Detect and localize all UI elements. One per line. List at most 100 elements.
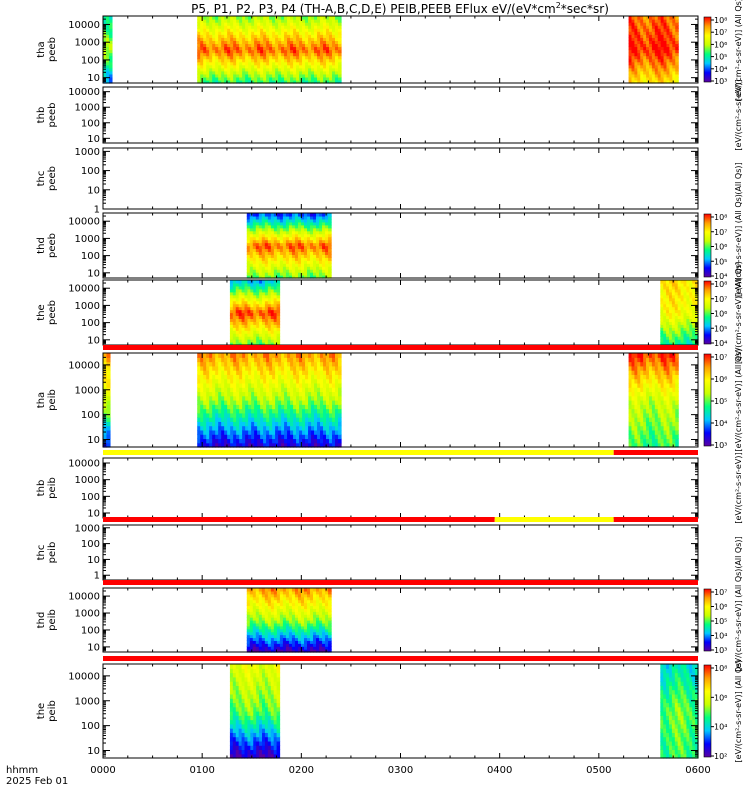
spectrogram-cell (227, 357, 231, 363)
spectrogram-cell (686, 291, 690, 296)
spectrogram-cell (637, 425, 641, 431)
y-tick-label: 10000 (68, 217, 100, 228)
spectrogram-cell (634, 49, 638, 54)
spectrogram-cell (212, 40, 216, 45)
spectrogram-cell (233, 365, 237, 371)
spectrogram-cell (236, 55, 240, 60)
spectrogram-cell (313, 257, 317, 261)
spectrogram-cell (332, 434, 336, 440)
spectrogram-cell (227, 408, 231, 414)
spectrogram-cell (284, 353, 288, 358)
spectrogram-cell (675, 25, 679, 29)
spectrogram-cell (672, 417, 676, 422)
spectrogram-cell (338, 400, 342, 405)
spectrogram-cell (273, 330, 278, 334)
spectrogram-cell (197, 43, 201, 48)
spectrogram-cell (332, 395, 336, 401)
spectrogram-cell (329, 442, 333, 448)
spectrogram-cell (305, 395, 309, 401)
spectrogram-cell (279, 245, 284, 250)
spectrogram-cell (637, 25, 641, 29)
spectrogram-cell (267, 318, 272, 322)
spectrogram-cell (247, 291, 251, 296)
spectrogram-cell (270, 318, 275, 322)
spectrogram-cell (206, 79, 210, 84)
spectrogram-cell (266, 64, 270, 69)
spectrogram-cell (215, 374, 219, 380)
spectrogram-cell (232, 285, 237, 290)
spectrogram-cell (313, 221, 317, 226)
spectrogram-cell (307, 257, 311, 261)
spectrogram-cell (276, 285, 281, 290)
spectrogram-cell (272, 357, 276, 363)
spectrogram-cell (316, 221, 320, 226)
spectrogram-cell (675, 387, 679, 393)
spectrogram-cell (299, 421, 303, 427)
spectrogram-cell (692, 315, 696, 319)
spectrogram-cell (288, 239, 293, 244)
spectrogram-cell (329, 55, 333, 60)
spectrogram-cell (251, 25, 255, 29)
spectrogram-cell (284, 67, 288, 72)
spectrogram-cell (657, 361, 662, 367)
spectrogram-cell (256, 303, 260, 308)
spectrogram-cell (677, 327, 682, 331)
spectrogram-cell (326, 408, 330, 414)
panel-y-label: thc (36, 171, 47, 187)
spectrogram-cell (279, 227, 284, 232)
spectrogram-cell (106, 417, 111, 422)
spectrogram-cell (245, 434, 249, 440)
spectrogram-cell (212, 365, 216, 371)
spectrogram-cell (320, 34, 324, 38)
spectrogram-cell (634, 25, 638, 29)
y-tick-label: 100 (81, 166, 100, 177)
spectrogram-cell (316, 266, 320, 270)
spectrogram-cell (272, 417, 276, 422)
spectrogram-block (628, 16, 679, 84)
spectrogram-cell (666, 438, 671, 444)
spectrogram-cell (250, 318, 254, 322)
spectrogram-cell (272, 438, 276, 444)
spectrogram-cell (663, 291, 667, 296)
spectrogram-cell (311, 49, 315, 54)
spectrogram-cell (332, 387, 336, 393)
spectrogram-cell (317, 73, 321, 78)
spectrogram-cell (229, 297, 234, 302)
spectrogram-cell (287, 76, 291, 81)
spectrogram-cell (634, 404, 638, 410)
spectrogram-cell (293, 40, 297, 45)
spectrogram-cell (338, 408, 342, 414)
spectrogram-cell (640, 28, 644, 32)
spectrogram-cell (252, 272, 257, 276)
spectrogram-cell (326, 22, 330, 26)
spectrogram-cell (651, 25, 656, 29)
spectrogram-cell (303, 242, 308, 247)
spectrogram-cell (238, 303, 243, 308)
spectrogram-cell (631, 34, 636, 38)
spectrogram-cell (267, 282, 272, 287)
spectrogram-cell (257, 357, 261, 363)
spectrogram-cell (272, 76, 276, 81)
spectrogram-cell (256, 282, 260, 287)
spectrogram-cell (278, 70, 282, 75)
spectrogram-cell (209, 357, 213, 363)
spectrogram-cell (310, 269, 314, 273)
spectrogram-cell (218, 378, 222, 384)
spectrogram-cell (669, 336, 673, 340)
spectrogram-cell (275, 395, 279, 401)
spectrogram-cell (275, 73, 279, 78)
spectrogram-cell (106, 357, 111, 363)
spectrogram-cell (232, 291, 237, 296)
spectrogram-cell (293, 76, 297, 81)
spectrogram-cell (663, 395, 668, 401)
spectrogram-cell (245, 395, 249, 401)
spectrogram-cell (215, 412, 219, 418)
spectrogram-cell (206, 417, 210, 422)
spectrogram-cell (254, 361, 258, 367)
panel-y-label: tha (36, 41, 47, 57)
spectrogram-cell (672, 40, 676, 45)
spectrogram-cell (284, 378, 288, 384)
spectrogram-cell (260, 391, 264, 397)
spectrogram-cell (338, 37, 342, 41)
spectrogram-cell (303, 257, 308, 261)
